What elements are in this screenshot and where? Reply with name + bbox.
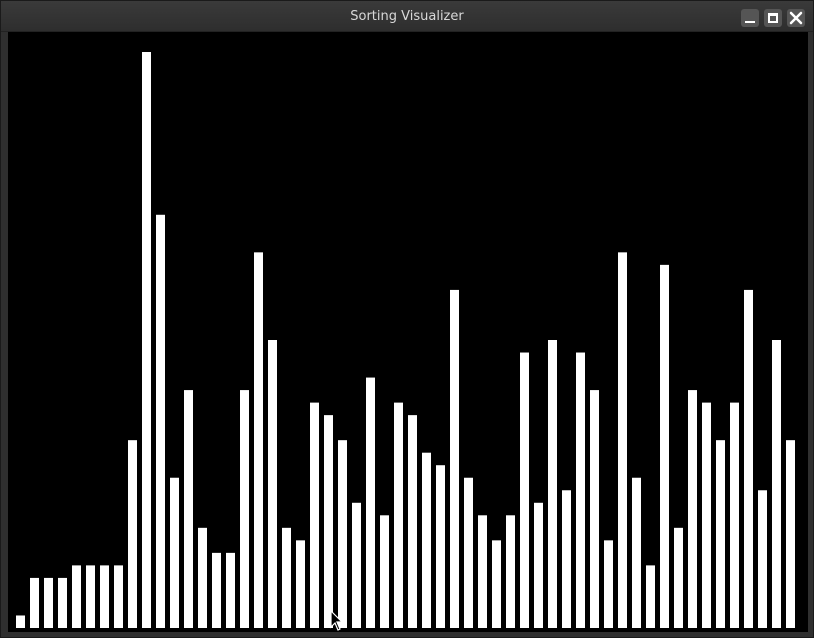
bar-37 [534,502,543,628]
bar-49 [702,402,711,628]
bar-36 [520,352,529,628]
bar-38 [548,340,557,628]
bar-55 [786,440,795,628]
maximize-button[interactable] [764,9,782,27]
bar-4 [72,565,81,628]
bar-53 [758,490,767,628]
bar-51 [730,402,739,628]
bar-2 [44,577,53,628]
bar-45 [646,565,655,628]
bar-26 [380,515,389,628]
bar-39 [562,490,571,628]
bar-31 [450,289,459,628]
bar-44 [632,477,641,628]
bar-14 [212,552,221,628]
mouse-cursor-icon [330,610,344,631]
bar-27 [394,402,403,628]
close-button[interactable] [787,9,805,27]
bar-42 [604,540,613,628]
bar-35 [506,515,515,628]
bar-8 [128,440,137,628]
bar-40 [576,352,585,628]
bar-9 [142,52,151,628]
bar-16 [240,390,249,628]
bar-13 [198,527,207,628]
bar-28 [408,415,417,628]
bar-33 [478,515,487,628]
bar-20 [296,540,305,628]
window-title: Sorting Visualizer [350,9,464,24]
bar-30 [436,465,445,628]
bar-17 [254,252,263,628]
bar-7 [114,565,123,628]
bar-41 [590,390,599,628]
minimize-icon [745,21,755,23]
bar-29 [422,452,431,628]
bar-25 [366,377,375,628]
bar-24 [352,502,361,628]
bar-12 [184,390,193,628]
bar-10 [156,214,165,629]
bar-19 [282,527,291,628]
bar-43 [618,252,627,628]
bar-15 [226,552,235,628]
close-icon [789,11,803,25]
bar-6 [100,565,109,628]
bar-18 [268,340,277,628]
bar-chart [16,52,795,629]
bar-54 [772,340,781,628]
bar-0 [16,615,25,628]
minimize-button[interactable] [741,9,759,27]
bar-47 [674,527,683,628]
bar-46 [660,264,669,628]
bar-48 [688,390,697,628]
visualizer-canvas [8,32,808,632]
bar-21 [310,402,319,628]
maximize-icon [768,13,778,23]
bar-52 [744,289,753,628]
bar-32 [464,477,473,628]
title-bar[interactable]: Sorting Visualizer [1,1,813,32]
bar-50 [716,440,725,628]
bar-1 [30,577,39,628]
bar-3 [58,577,67,628]
bar-11 [170,477,179,628]
bar-22 [324,415,333,628]
bar-34 [492,540,501,628]
bar-5 [86,565,95,628]
bar-23 [338,440,347,628]
